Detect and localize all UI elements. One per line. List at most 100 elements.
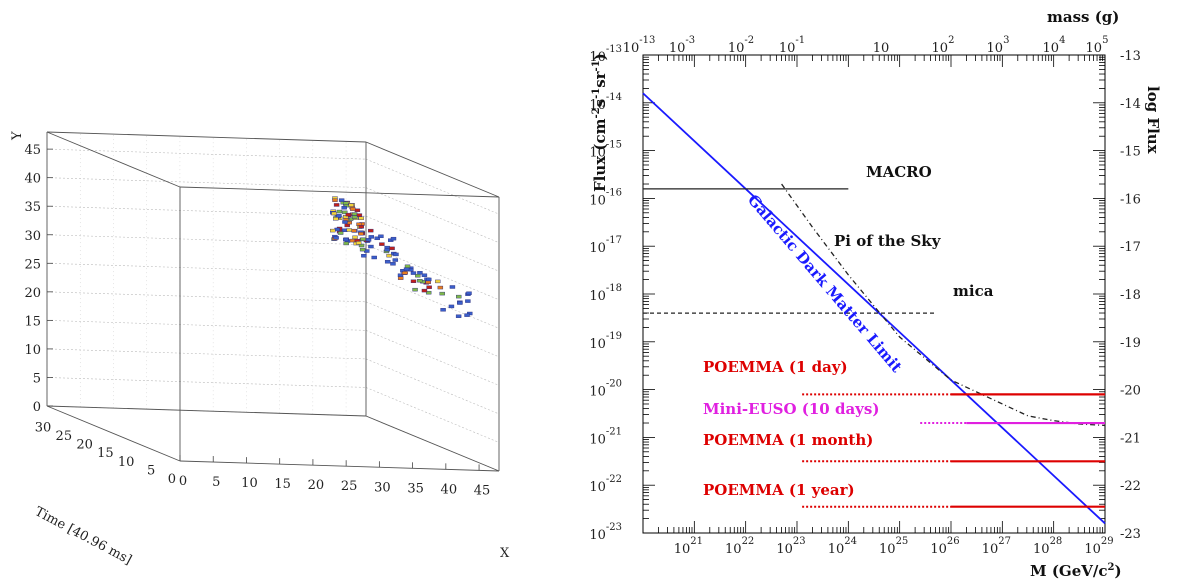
x-tick-label: 1029 <box>1084 536 1113 557</box>
y-tick-label: 10-17 <box>589 235 622 256</box>
event-point <box>417 278 423 283</box>
x-tick-label: 40 <box>441 482 458 497</box>
x-tick-label: 10 <box>241 476 258 491</box>
y-tick-label: 25 <box>24 257 41 272</box>
y-tick-label: 10-21 <box>589 426 622 447</box>
macro-label: MACRO <box>866 163 932 181</box>
y-tick-label: 5 <box>33 371 41 386</box>
y-tick-label: 10-23 <box>589 522 622 543</box>
event-point <box>358 231 364 236</box>
y-axis-label: Flux (cm-2s-1sr-1) <box>591 53 609 192</box>
top-tick-label: 10-1 <box>779 35 805 56</box>
top-tick-label: 104 <box>1043 35 1066 56</box>
y-gridline-back <box>46 377 367 388</box>
event-cluster <box>330 196 473 318</box>
pi-of-the-sky-label: Pi of the Sky <box>834 232 942 250</box>
event-point <box>426 285 432 289</box>
right-tick-label: -20 <box>1120 384 1141 399</box>
event-point <box>361 254 367 258</box>
time-tick-label: 25 <box>56 429 73 444</box>
y-gridline-side <box>365 158 500 215</box>
box-edge <box>46 131 181 188</box>
time-tick-label: 20 <box>76 438 93 453</box>
time-axis-label: Time [40.96 ms] <box>32 504 134 568</box>
event-point <box>421 288 428 293</box>
box-edge <box>46 131 367 143</box>
mini-euso-label: Mini-EUSO (10 days) <box>703 400 879 418</box>
event-point <box>333 236 339 240</box>
y-tick-label: 45 <box>24 143 41 158</box>
event-point <box>464 313 470 317</box>
time-tick-label: 15 <box>97 446 114 461</box>
y-tick-labels: 10-13 10-14 10-15 10-16 10-17 10-18 10-19 10-20… <box>589 44 622 543</box>
event-point <box>356 213 363 217</box>
event-point <box>336 209 343 214</box>
event-point <box>342 210 348 215</box>
event-point <box>338 198 345 202</box>
x-tick-label: 1025 <box>879 536 908 557</box>
event-point <box>341 205 347 210</box>
y-gridline-side <box>365 330 500 386</box>
right-tick-label: -22 <box>1120 479 1141 494</box>
poemma-1month-label: POEMMA (1 month) <box>703 431 873 449</box>
event-point <box>404 264 411 269</box>
event-point <box>365 238 372 242</box>
event-point <box>330 228 336 233</box>
event-point <box>393 252 399 257</box>
y-tick-label: 10-20 <box>589 379 622 400</box>
event-point <box>417 271 423 275</box>
series-lines <box>642 92 1106 525</box>
y-tick-label: 35 <box>24 200 41 215</box>
right-tick-label: -21 <box>1120 431 1141 446</box>
event-point <box>337 231 344 235</box>
event-point <box>348 203 354 207</box>
event-point <box>386 253 392 258</box>
event-point <box>421 273 428 277</box>
event-point <box>368 244 374 249</box>
x-tick-labels: 0 5 10 15 20 25 30 35 40 45 <box>179 455 490 498</box>
time-tick-label: 30 <box>35 420 52 435</box>
y-tick-label: 30 <box>24 229 41 244</box>
x-tick-label: 1027 <box>982 536 1011 557</box>
x-tick-label: 15 <box>274 477 291 492</box>
top-tick-label: 105 <box>1086 35 1109 56</box>
x-tick-label: 0 <box>179 474 187 489</box>
y-gridline-back <box>46 262 367 274</box>
y-gridline-side <box>365 187 500 243</box>
event-point <box>397 276 404 280</box>
y-axis-label: Y <box>10 131 25 141</box>
box-edge <box>365 415 500 472</box>
mica-label: mica <box>953 282 994 300</box>
gdm-limit-label: Galactic Dark Matter Limit <box>744 191 906 376</box>
x-tick-label: 1024 <box>828 536 857 557</box>
y-tick-label: 10 <box>24 343 41 358</box>
event-point <box>384 260 391 264</box>
y-tick-label: 40 <box>24 172 41 187</box>
event-point <box>351 215 358 219</box>
event-point <box>344 223 350 228</box>
y-tick-label: 10-16 <box>589 187 622 208</box>
event-point <box>440 308 446 312</box>
box-edge <box>179 460 500 472</box>
event-point <box>371 255 377 260</box>
axis-ticks <box>642 55 1105 534</box>
event-point <box>354 208 361 213</box>
top-tick-label: 102 <box>932 35 955 56</box>
event-point <box>333 203 340 207</box>
event-point <box>437 285 444 290</box>
event-point <box>342 220 348 224</box>
x-tick-label: 30 <box>374 480 391 495</box>
event-point <box>390 262 396 266</box>
event-point <box>379 242 385 246</box>
event-point <box>343 237 349 242</box>
event-point <box>333 217 339 221</box>
x-tick-label: 5 <box>212 475 220 490</box>
poemma-1year-label: POEMMA (1 year) <box>703 481 855 499</box>
x-axis-label: M (GeV/c2) <box>1030 562 1122 580</box>
right-tick-label: -23 <box>1120 527 1141 542</box>
event-point <box>378 234 384 239</box>
y-gridline-side <box>365 273 500 329</box>
